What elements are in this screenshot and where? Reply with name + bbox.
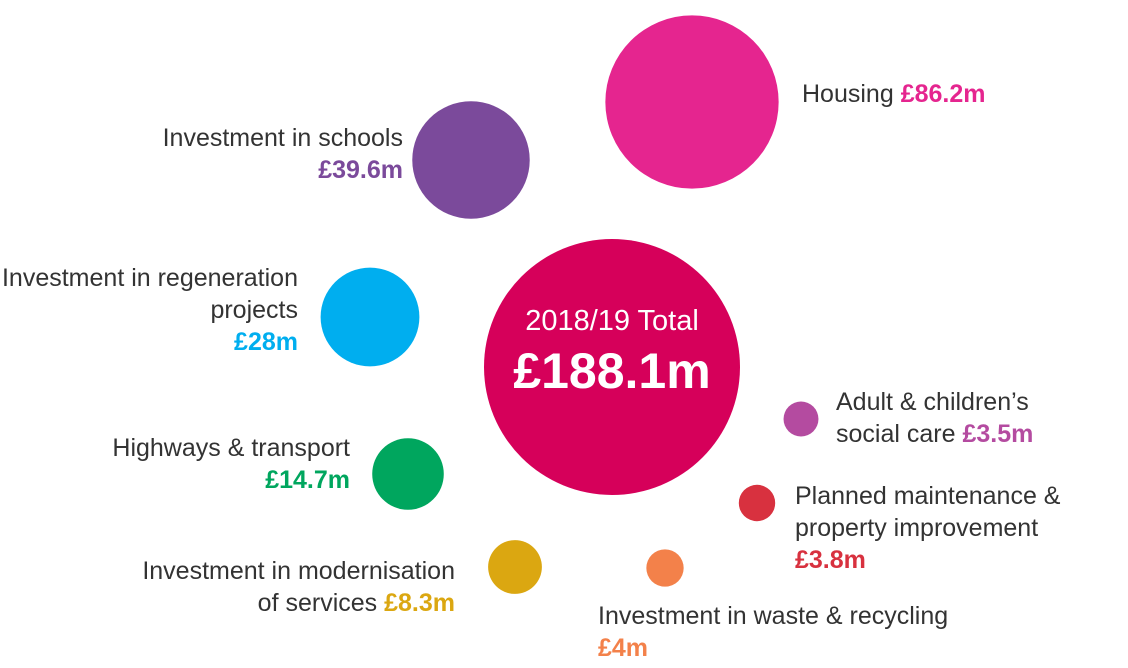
bubble xyxy=(484,239,740,495)
bubble xyxy=(412,101,530,219)
category-name: Investment in regeneration projects xyxy=(1,264,298,324)
bubble-label: Investment in waste & recycling £4m xyxy=(598,600,1038,664)
bubble xyxy=(646,549,684,587)
value-label: £14.7m xyxy=(265,466,350,494)
bubble-label: Adult & children’s social care £3.5m xyxy=(836,386,1096,450)
bubble xyxy=(320,267,420,367)
value-label: £3.8m xyxy=(795,546,866,574)
category-name: Investment in schools xyxy=(162,124,403,152)
bubble-label: Investment in regeneration projects £28m xyxy=(0,262,298,358)
bubble-label: Highways & transport £14.7m xyxy=(10,432,350,496)
bubble xyxy=(783,401,819,437)
bubble-label: Housing £86.2m xyxy=(802,78,1122,110)
bubble-label: Planned maintenance & property improveme… xyxy=(795,480,1128,576)
category-name: Housing xyxy=(802,80,894,108)
value-label: £8.3m xyxy=(384,589,455,617)
category-name: Investment in waste & recycling xyxy=(598,602,949,630)
bubble xyxy=(488,540,542,594)
value-label: £39.6m xyxy=(318,156,403,184)
category-name: Planned maintenance & property improveme… xyxy=(795,482,1061,542)
total-value: £188.1m xyxy=(513,343,711,399)
category-name: Adult & children’s social care xyxy=(836,388,1029,448)
total-label: 2018/19 Total xyxy=(525,305,699,337)
value-label: £3.5m xyxy=(962,420,1034,448)
value-label: £28m xyxy=(234,328,298,356)
bubble xyxy=(738,484,776,522)
category-name: Investment in modernisation of services xyxy=(142,557,455,617)
value-label: £86.2m xyxy=(900,80,986,108)
bubble-label: Investment in schools £39.6m xyxy=(83,122,403,186)
bubble xyxy=(605,15,779,189)
category-name: Highways & transport xyxy=(112,434,350,462)
bubble xyxy=(372,438,444,510)
bubble-label: Investment in modernisation of services … xyxy=(115,555,455,619)
value-label: £4m xyxy=(598,634,649,662)
